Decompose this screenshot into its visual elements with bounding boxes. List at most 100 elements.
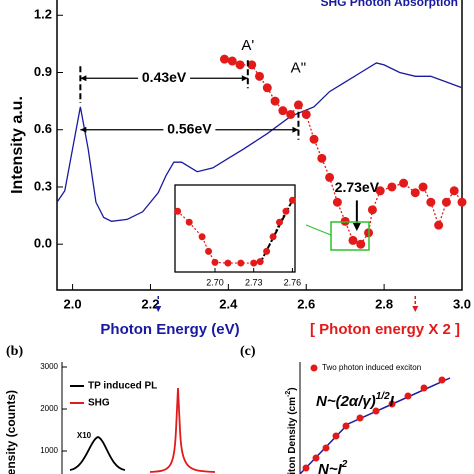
annotation: X10: [77, 431, 92, 440]
axis-b: [61, 362, 67, 474]
y-tick-label: 3000: [40, 362, 58, 371]
peak-label: A': [241, 37, 254, 54]
formula: N~I2: [318, 459, 348, 474]
shg-point: [348, 235, 358, 245]
x-marker-head: [412, 306, 419, 312]
arrow-head: [80, 126, 87, 133]
shg-point: [286, 109, 296, 119]
y-tick-label: 1000: [40, 446, 58, 455]
arrow-head: [292, 126, 299, 133]
arrow-label: 2.73eV: [335, 179, 380, 195]
x-tick-label: 2.8: [375, 296, 393, 311]
shg-point: [367, 205, 377, 215]
formula: N~(2α/γ)1/2I: [316, 391, 395, 410]
formula-part: N~I: [318, 461, 343, 474]
inset-point: [282, 207, 290, 215]
shg-point: [309, 134, 319, 144]
shg-point: [449, 186, 459, 196]
shg-point: [293, 100, 303, 110]
inset-point: [288, 196, 296, 204]
x-tick-label: 3.0: [453, 296, 471, 311]
shg-point: [441, 197, 451, 207]
y-tick-label: 0.6: [34, 121, 52, 136]
y-tick-label: 0.0: [34, 236, 52, 251]
legend-label: Two photon induced exciton: [322, 363, 421, 372]
shg-point: [399, 178, 409, 188]
inset-point: [224, 259, 232, 267]
absorption-line: [56, 62, 463, 222]
shg-point: [426, 197, 436, 207]
shg-point: [418, 182, 428, 192]
shg-point: [227, 56, 237, 66]
formula-part: 1/2: [376, 391, 390, 402]
x-tick-label: 2.4: [219, 296, 238, 311]
interval-label: 0.56eV: [167, 120, 212, 136]
shg-point: [332, 197, 342, 207]
formula-part: N~(2α/γ): [316, 393, 376, 410]
shg-point: [387, 182, 397, 192]
x-marker-head: [155, 306, 162, 312]
peak-label: A'': [291, 60, 307, 77]
zoom-line: [305, 224, 332, 236]
panel-label: (c): [240, 344, 256, 359]
inset-x-tick-label: 2.70: [206, 277, 224, 287]
shg-point: [278, 106, 288, 116]
arrow-head: [241, 75, 248, 82]
shg-point: [410, 188, 420, 198]
inset-point: [198, 233, 206, 241]
shg-point: [247, 60, 257, 70]
exciton-points: [302, 376, 446, 472]
inset-frame: [174, 184, 296, 273]
legend-label: TP induced PL: [88, 381, 157, 392]
inset-x-tick-label: 2.73: [245, 277, 263, 287]
y-axis-label: Intensity (counts): [4, 390, 18, 474]
label-bg: [138, 70, 191, 87]
inset-point: [185, 218, 193, 226]
shg-curve: [149, 387, 216, 473]
shg-point: [325, 172, 335, 182]
inset-x-tick-label: 2.76: [284, 277, 302, 287]
shg-point: [219, 54, 229, 64]
inset-point: [256, 258, 264, 266]
y-tick-label: 0.3: [34, 178, 52, 193]
y-tick-label: 2000: [40, 404, 58, 413]
shg-point: [356, 239, 366, 249]
pl-curve: [69, 436, 126, 471]
y-axis-label: Intensity a.u.: [9, 96, 26, 194]
inset-point: [250, 259, 258, 267]
y-tick-label: 0.9: [34, 64, 52, 79]
formula-part: I: [390, 393, 395, 410]
panel-label: (b): [6, 344, 23, 359]
inset-point: [263, 247, 271, 255]
shg-point: [270, 96, 280, 106]
legend-swatch: [310, 364, 318, 372]
shg-point: [434, 220, 444, 230]
label-part: -2: [285, 391, 292, 397]
plot-frame: [56, 0, 463, 291]
shg-point: [262, 83, 272, 93]
shg-point: [457, 197, 467, 207]
arrow-head: [80, 75, 87, 82]
label-bg: [163, 121, 216, 138]
x-tick-label: 2.6: [297, 296, 315, 311]
inset-line: [177, 199, 293, 264]
shg-point: [235, 60, 245, 70]
inset-point: [269, 233, 277, 241]
shg-point: [375, 186, 385, 196]
y-axis-label: Exciton Density (cm-2): [285, 387, 298, 474]
inset-point: [237, 259, 245, 267]
x2-axis-label: [ Photon energy X 2 ]: [310, 321, 460, 338]
label-part: ): [287, 387, 298, 390]
chart-title: SHG Photon Absorption: [320, 0, 458, 9]
x-axis-label: Photon Energy (eV): [100, 321, 239, 338]
shg-point: [255, 71, 264, 81]
shg-point: [301, 109, 311, 119]
x-tick-label: 2.2: [141, 296, 159, 311]
y-tick-label: 1.2: [34, 7, 52, 22]
shg-point: [317, 153, 327, 163]
inset-point: [174, 207, 182, 215]
interval-label: 0.43eV: [142, 69, 187, 85]
arrow-head: [352, 222, 361, 231]
label-part: Exciton Density (cm: [287, 397, 298, 474]
